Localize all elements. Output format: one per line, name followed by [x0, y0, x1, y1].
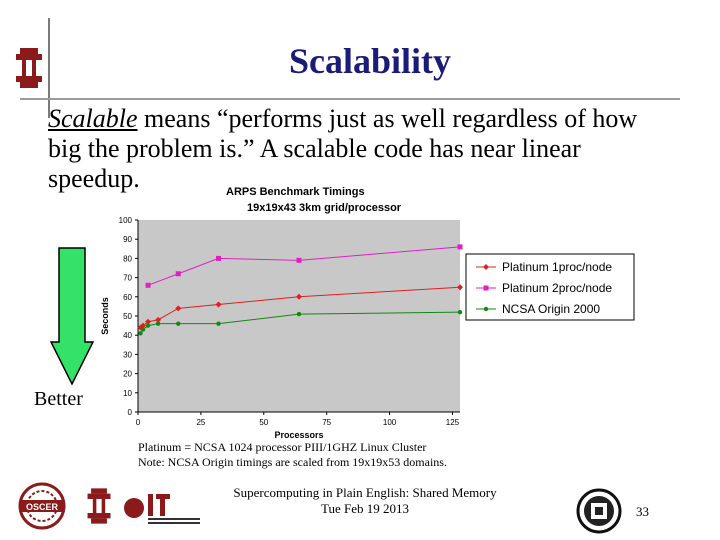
legend-swatch-marker — [483, 285, 489, 291]
series-point-3 — [140, 327, 146, 332]
body-paragraph: Scalable means “performs just as well re… — [48, 104, 668, 194]
footnote-line-1: Platinum = NCSA 1024 processor PIII/1GHZ… — [138, 440, 427, 454]
legend-entry: Platinum 2proc/node — [502, 281, 612, 295]
y-tick-label: 30 — [123, 350, 132, 359]
chart-subtitle: 19x19x43 3km grid/processor — [247, 202, 402, 214]
slide-title: Scalability — [288, 41, 452, 81]
ou-it-logo-icon — [124, 494, 200, 524]
series-point-2 — [175, 271, 181, 277]
series-point-2 — [457, 244, 463, 250]
x-tick-label: 50 — [259, 418, 268, 427]
x-tick-label: 25 — [196, 418, 205, 427]
legend-entry: Platinum 1proc/node — [502, 260, 612, 274]
title-vertical-rule — [48, 18, 50, 118]
series-point-3 — [138, 331, 143, 336]
footer-line-2: Tue Feb 19 2013 — [320, 501, 409, 516]
y-tick-label: 10 — [123, 389, 132, 398]
y-tick-label: 20 — [123, 370, 132, 379]
body-rest: means “performs just as well regardless … — [48, 104, 638, 193]
x-tick-label: 125 — [446, 418, 460, 427]
series-point-1 — [145, 318, 152, 325]
y-tick-label: 60 — [123, 293, 132, 302]
series-point-2 — [216, 255, 221, 261]
series-point-1 — [215, 301, 222, 308]
series-point-3 — [145, 323, 151, 328]
x-tick-label: 100 — [383, 418, 397, 427]
y-axis-label: Seconds — [100, 297, 110, 335]
series-point-1 — [296, 293, 302, 300]
y-tick-label: 70 — [123, 274, 132, 283]
x-axis-label: Processors — [274, 430, 323, 440]
series-point-3 — [457, 309, 463, 315]
x-tick-label: 0 — [136, 418, 141, 427]
footer-line-1: Supercomputing in Plain English: Shared … — [233, 485, 497, 500]
series-point-1 — [155, 316, 162, 323]
better-arrow-icon — [50, 247, 94, 386]
legend-swatch-marker — [483, 264, 489, 270]
footer: Supercomputing in Plain English: Shared … — [200, 485, 530, 517]
chart-title: ARPS Benchmark Timings — [226, 186, 365, 198]
title-horizontal-rule — [20, 98, 680, 100]
seal-logo-icon — [576, 488, 622, 534]
page-number: 33 — [636, 504, 649, 519]
legend-entry: NCSA Origin 2000 — [502, 302, 600, 316]
y-tick-label: 80 — [123, 254, 132, 263]
series-point-1 — [140, 322, 147, 329]
series-point-3 — [216, 321, 221, 326]
legend-swatch-marker — [483, 306, 489, 312]
body-term: Scalable — [48, 104, 138, 133]
chart-footnote: Platinum = NCSA 1024 processor PIII/1GHZ… — [138, 440, 447, 470]
footnote-line-2: Note: NCSA Origin timings are scaled fro… — [138, 455, 447, 469]
better-label: Better — [34, 388, 83, 410]
series-point-3 — [155, 321, 161, 326]
oscer-logo-icon: OSCER — [18, 482, 66, 530]
series-point-3 — [296, 311, 302, 317]
series-point-1 — [457, 284, 463, 291]
x-tick-label: 75 — [322, 418, 331, 427]
y-tick-label: 90 — [123, 235, 132, 244]
svg-text:OSCER: OSCER — [26, 502, 59, 512]
ou-footer-logo-icon — [87, 488, 111, 524]
series-point-3 — [176, 321, 181, 326]
y-tick-label: 40 — [123, 331, 132, 340]
series-point-1 — [175, 305, 182, 312]
y-tick-label: 50 — [123, 312, 132, 321]
series-point-2 — [296, 257, 302, 263]
ou-logo-icon — [16, 48, 42, 88]
y-tick-label: 0 — [128, 408, 133, 417]
y-tick-label: 100 — [119, 216, 133, 225]
series-point-2 — [145, 282, 151, 288]
